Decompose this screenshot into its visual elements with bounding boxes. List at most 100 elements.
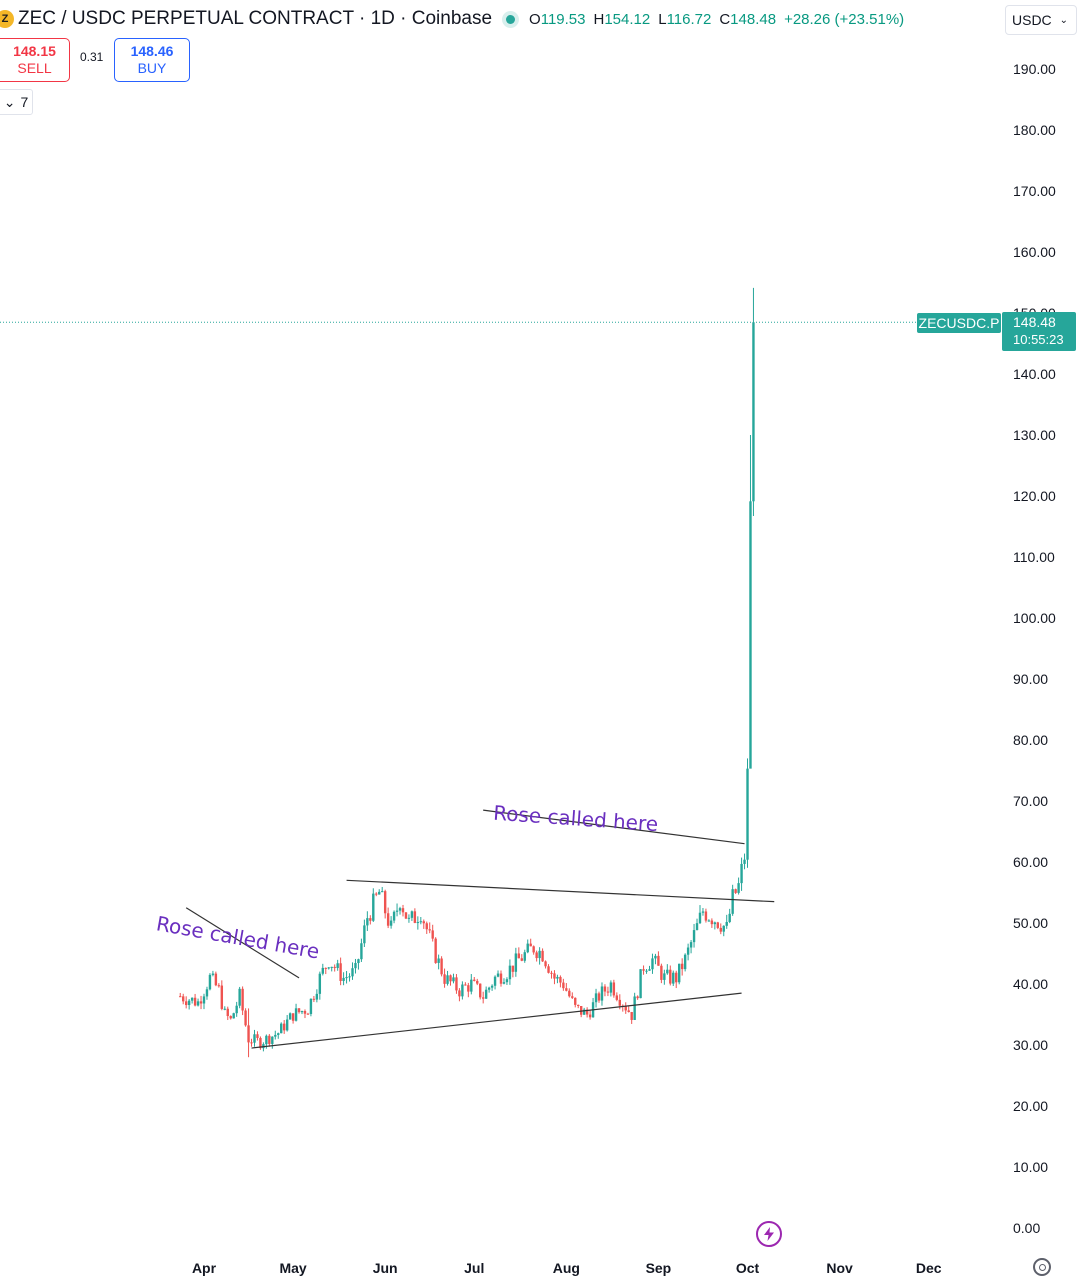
candle-body (342, 977, 345, 981)
candle-body (395, 910, 399, 912)
candle-body (588, 1014, 592, 1018)
candle-body (431, 930, 434, 939)
candle-body (247, 1025, 250, 1043)
y-tick-label: 100.00 (1013, 610, 1056, 626)
y-tick-label: 90.00 (1013, 671, 1048, 687)
candle-body (205, 989, 209, 997)
last-price-value: 148.48 (1013, 314, 1056, 330)
candle-body (288, 1013, 292, 1020)
candle-body (425, 923, 428, 930)
candle-body (734, 889, 737, 893)
candle-body (713, 922, 717, 925)
candle-body (532, 946, 535, 953)
y-tick-label: 0.00 (1013, 1220, 1040, 1236)
candle-body (235, 1005, 238, 1014)
candle-body (182, 996, 185, 1002)
candle-body (571, 996, 574, 998)
candle-body (675, 972, 678, 983)
y-tick-label: 10.00 (1013, 1159, 1048, 1175)
candle-body (502, 982, 506, 984)
candle-body (624, 1006, 627, 1011)
candle-body (642, 969, 645, 971)
candle-body (392, 911, 396, 921)
trendline (346, 879, 775, 903)
candle-body (470, 979, 473, 992)
candle-body (381, 891, 384, 893)
currency-select[interactable]: USDC ⌄ (1005, 5, 1077, 35)
candle-body (651, 958, 654, 970)
candle-body (493, 976, 497, 986)
candle-body (707, 920, 711, 922)
candle-body (743, 859, 746, 864)
indicator-count: 7 (20, 94, 29, 110)
candle-body (490, 985, 494, 988)
candle-body (199, 1001, 203, 1004)
chevron-down-icon: ⌄ (1059, 14, 1068, 26)
annotation-text: Rose called here (493, 801, 659, 836)
flash-icon[interactable] (756, 1221, 782, 1247)
y-tick-label: 30.00 (1013, 1037, 1048, 1053)
candle-body (508, 965, 512, 980)
candle-body (327, 967, 330, 969)
x-tick-label: Aug (553, 1260, 580, 1276)
candle-body (520, 958, 523, 961)
candle-body (680, 963, 684, 970)
candle-body (297, 1008, 301, 1013)
candle-body (413, 911, 417, 923)
symbol-title[interactable]: ZEC / USDC PERPETUAL CONTRACT · 1D · Coi… (18, 8, 493, 29)
candle-body (487, 987, 491, 990)
candle-body (639, 969, 642, 999)
candle-body (389, 920, 393, 926)
candle-body (443, 974, 446, 984)
y-tick-label: 160.00 (1013, 244, 1056, 260)
candle-body (749, 501, 752, 769)
candle-body (256, 1034, 259, 1038)
candle-body (517, 953, 521, 959)
x-tick-label: Jul (464, 1260, 484, 1276)
candle-body (455, 977, 458, 991)
candle-body (704, 911, 708, 921)
y-tick-label: 190.00 (1013, 61, 1056, 77)
candle-body (579, 1006, 583, 1015)
candle-body (285, 1019, 289, 1031)
y-tick-label: 60.00 (1013, 854, 1048, 870)
candle-body (574, 997, 577, 1005)
buy-button[interactable]: 148.46 BUY (114, 38, 190, 82)
candle-body (692, 930, 696, 943)
y-tick-label: 50.00 (1013, 915, 1048, 931)
y-tick-label: 130.00 (1013, 427, 1056, 443)
market-open-dot-icon (506, 14, 516, 24)
candle-body (636, 996, 639, 999)
candle-body (428, 929, 431, 931)
candle-body (404, 912, 408, 919)
sell-button[interactable]: 148.15 SELL (0, 38, 70, 82)
candle-body (740, 863, 743, 884)
candle-body (752, 322, 755, 502)
candle-body (280, 1023, 283, 1034)
candle-body (645, 970, 648, 972)
y-tick-label: 110.00 (1013, 549, 1055, 565)
y-tick-label: 180.00 (1013, 122, 1056, 138)
candle-body (698, 912, 702, 924)
indicators-toggle[interactable]: ⌄ 7 (0, 89, 33, 115)
chevron-down-icon: ⌄ (3, 93, 16, 110)
buy-price: 148.46 (130, 43, 174, 59)
y-tick-label: 40.00 (1013, 976, 1048, 992)
candle-body (600, 986, 604, 1001)
candle-body (366, 918, 369, 926)
candle-body (312, 998, 316, 1000)
candle-body (568, 990, 571, 997)
gear-icon[interactable] (1033, 1258, 1051, 1276)
candle-body (375, 893, 378, 895)
candle-body (372, 893, 375, 921)
ohlc-readout: O 119.53 H 154.12 L 116.72 C 148.48 +28.26 (… (529, 11, 904, 28)
candle-body (458, 990, 461, 997)
candle-body (184, 1001, 188, 1006)
symbol-price-label: ZECUSDC.P (917, 313, 1001, 333)
candle-body (550, 972, 553, 974)
candle-body (440, 958, 443, 975)
candle-body (505, 979, 509, 983)
candle-body (211, 973, 215, 975)
candle-body (526, 943, 529, 953)
